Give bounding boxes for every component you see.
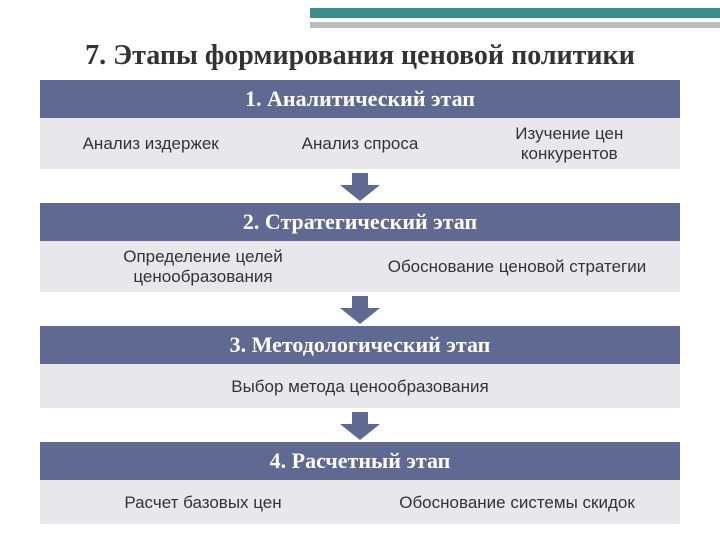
arrow-3 (40, 412, 680, 440)
stage-1-header: 1. Аналитический этап (40, 80, 680, 118)
stage-4-body: Расчет базовых цен Обоснование системы с… (40, 480, 680, 524)
stages-container: 1. Аналитический этап Анализ издержек Ан… (0, 80, 720, 534)
stage-2-body: Определение целей ценообразования Обосно… (40, 241, 680, 292)
stage-4-item-2: Обоснование системы скидок (360, 491, 674, 515)
arrow-2 (40, 296, 680, 324)
stage-2-item-2: Обоснование ценовой стратегии (360, 255, 674, 279)
stage-1-body: Анализ издержек Анализ спроса Изучение ц… (40, 118, 680, 169)
arrow-down-icon (340, 296, 380, 324)
arrow-down-icon (340, 173, 380, 201)
stage-1-item-3: Изучение цен конкурентов (465, 122, 674, 165)
slide-title: 7. Этапы формирования ценовой политики (0, 38, 720, 80)
stage-2-item-1: Определение целей ценообразования (46, 245, 360, 288)
stage-4-header: 4. Расчетный этап (40, 442, 680, 480)
grey-stripe (310, 22, 720, 28)
stage-2-header: 2. Стратегический этап (40, 203, 680, 241)
stage-3-body: Выбор метода ценообразования (40, 364, 680, 408)
stage-1-item-1: Анализ издержек (46, 132, 255, 156)
teal-stripe (310, 8, 720, 18)
stage-4-item-1: Расчет базовых цен (46, 491, 360, 515)
arrow-1 (40, 173, 680, 201)
stage-3-item-1: Выбор метода ценообразования (46, 375, 674, 399)
arrow-down-icon (340, 412, 380, 440)
stage-1-item-2: Анализ спроса (255, 132, 464, 156)
stage-3-header: 3. Методологический этап (40, 326, 680, 364)
top-accent-bar (0, 0, 720, 38)
